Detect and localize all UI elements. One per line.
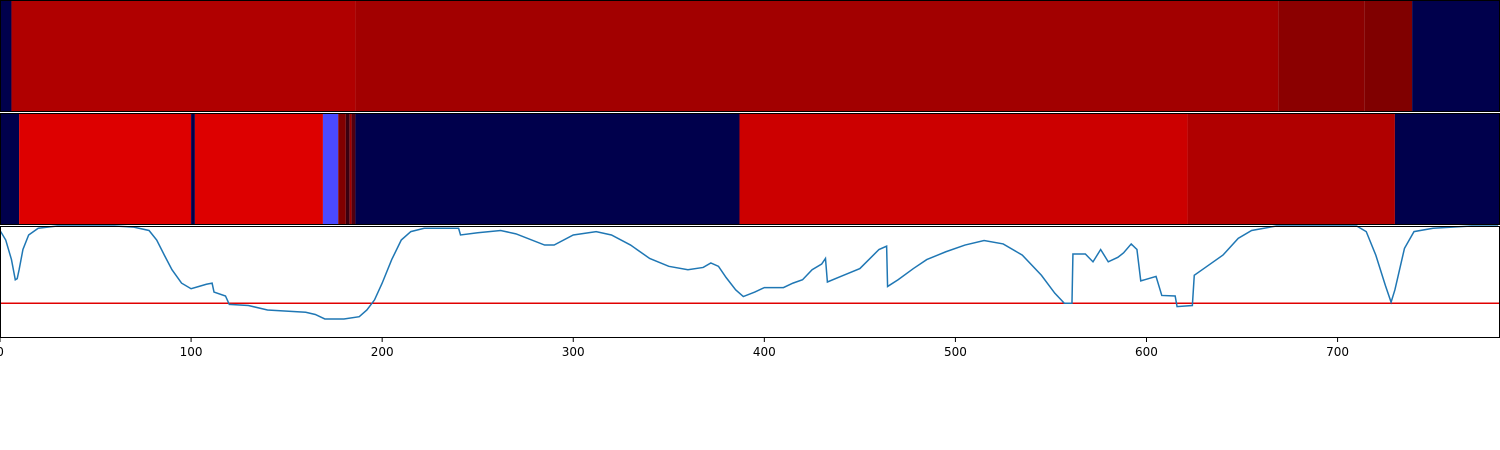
x-tick-label: 100 (180, 345, 203, 359)
heatmap-cell (739, 113, 1188, 225)
heatmap-cell (355, 113, 740, 225)
heatmap-cell (1187, 113, 1395, 225)
heatmap-cell (1364, 0, 1413, 112)
heatmap-cell (349, 113, 352, 225)
x-tick-label: 400 (753, 345, 776, 359)
x-tick-label: 200 (371, 345, 394, 359)
heatmap-cell (11, 0, 356, 112)
heatmap-cell (0, 113, 20, 225)
x-tick-label: 600 (1135, 345, 1158, 359)
heatmap-cell (1394, 113, 1500, 225)
heatmap-cell (322, 113, 339, 225)
heatmap-cell (0, 0, 12, 112)
heatmap-cell (355, 0, 1279, 112)
x-tick-label: 300 (562, 345, 585, 359)
x-tick-label: 500 (944, 345, 967, 359)
x-tick-label: 700 (1326, 345, 1349, 359)
heatmap-cell (351, 113, 356, 225)
heatmap-cell (194, 113, 323, 225)
x-tick-label: 0 (0, 345, 4, 359)
heatmap-cell (345, 113, 350, 225)
heatmap-cell (1412, 0, 1500, 112)
panel-frame (0, 226, 1500, 338)
data-line (0, 225, 1499, 320)
heatmap-cell (191, 113, 195, 225)
heatmap-cell (1278, 0, 1365, 112)
heatmap-cell (338, 113, 346, 225)
heatmap-cell (19, 113, 192, 225)
